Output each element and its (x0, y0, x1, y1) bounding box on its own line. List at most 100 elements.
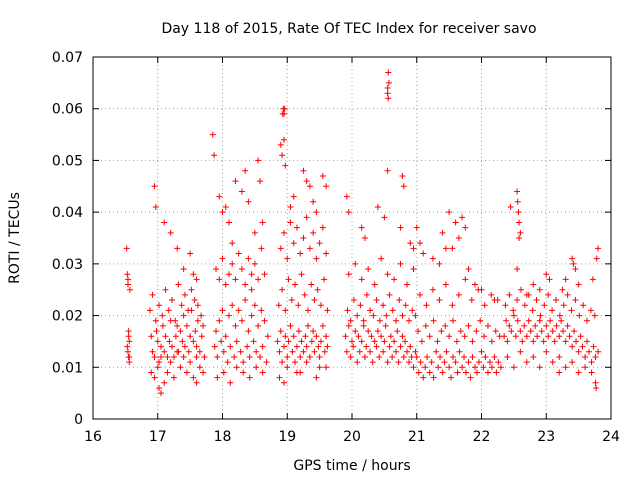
data-point (504, 338, 511, 345)
data-point (595, 245, 602, 252)
x-tick-label: 24 (602, 429, 620, 445)
data-point (300, 167, 307, 174)
data-point (306, 353, 313, 360)
data-point (517, 348, 524, 355)
data-point (126, 338, 133, 345)
y-tick-label: 0.06 (52, 102, 83, 118)
data-point (275, 302, 282, 309)
data-point (543, 322, 550, 329)
data-point (436, 260, 443, 267)
data-point (532, 322, 539, 329)
data-point (285, 338, 292, 345)
data-point (168, 343, 175, 350)
data-point (410, 364, 417, 371)
data-point (170, 374, 177, 381)
data-point (290, 333, 297, 340)
data-point (516, 235, 523, 241)
y-tick-label: 0.01 (52, 360, 83, 376)
data-point (317, 338, 324, 345)
data-point (360, 317, 367, 324)
data-point (308, 281, 315, 288)
data-point (585, 348, 592, 355)
data-point (281, 379, 288, 386)
data-point (263, 359, 270, 366)
data-point (393, 317, 400, 324)
data-point (225, 219, 232, 226)
data-point (298, 271, 305, 278)
data-point (222, 203, 229, 210)
data-point (422, 364, 429, 371)
data-point (473, 328, 480, 335)
data-point (407, 240, 414, 247)
data-point (352, 260, 359, 267)
y-tick-label: 0.07 (52, 50, 83, 66)
data-point (530, 281, 537, 288)
data-point (222, 281, 229, 288)
data-point (378, 333, 385, 340)
data-point (461, 333, 468, 340)
data-point (281, 229, 288, 236)
data-point (258, 307, 265, 314)
data-point (527, 328, 534, 335)
data-point (536, 317, 543, 324)
data-point (235, 307, 242, 314)
data-point (227, 343, 234, 350)
data-point (190, 374, 197, 381)
data-point (365, 266, 372, 273)
data-point (352, 328, 359, 335)
data-point (558, 317, 565, 324)
data-point (149, 348, 156, 355)
data-point (399, 312, 406, 319)
data-point (413, 353, 420, 360)
data-point (575, 348, 582, 355)
data-point (556, 312, 563, 319)
data-point (517, 286, 524, 293)
data-point (573, 338, 580, 345)
data-point (316, 364, 323, 371)
data-point (465, 359, 472, 366)
data-point (584, 317, 591, 324)
data-point (450, 353, 457, 360)
data-point (459, 214, 466, 221)
data-point (381, 338, 388, 345)
data-point (395, 359, 402, 366)
data-point (319, 224, 326, 231)
data-point (259, 369, 266, 376)
data-point (220, 369, 227, 376)
data-point (255, 276, 262, 283)
data-point (222, 333, 229, 340)
data-point (354, 312, 361, 319)
data-point (156, 359, 163, 366)
data-point (570, 260, 577, 267)
data-point (385, 69, 392, 76)
data-point (562, 276, 569, 283)
data-point (384, 271, 391, 278)
data-point (183, 322, 190, 329)
data-point (225, 271, 232, 278)
data-point (224, 359, 231, 366)
data-point (187, 359, 194, 366)
data-point (274, 338, 281, 345)
data-point (279, 359, 286, 366)
data-point (462, 369, 469, 376)
data-point (238, 188, 245, 195)
data-point (343, 193, 350, 200)
data-point (306, 183, 313, 190)
data-point (248, 286, 255, 293)
data-point (593, 255, 600, 262)
data-point (469, 338, 476, 345)
data-point (506, 322, 513, 329)
data-point (397, 224, 404, 231)
data-point (545, 291, 552, 298)
data-point (310, 229, 317, 236)
data-point (214, 353, 221, 360)
y-tick-label: 0 (74, 412, 83, 428)
data-point (391, 276, 398, 283)
data-point (345, 209, 352, 216)
data-point (281, 343, 288, 350)
data-point (491, 353, 498, 360)
data-point (559, 286, 566, 293)
data-point (193, 379, 200, 386)
data-points (123, 69, 602, 397)
